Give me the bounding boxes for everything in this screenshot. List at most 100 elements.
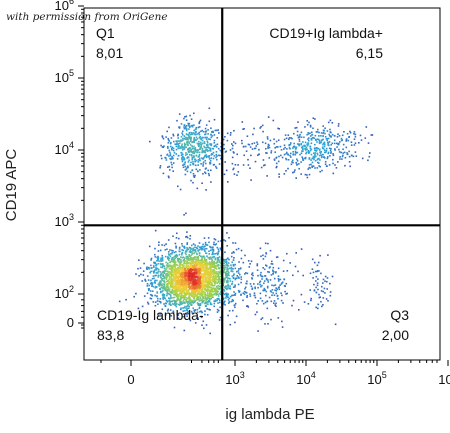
event-dot [297,136,300,139]
event-dot [192,282,194,285]
event-dot [354,142,357,144]
event-dot [208,258,211,260]
event-dot [200,315,202,318]
event-dot [219,282,222,284]
event-dot [280,149,283,151]
event-dot [310,163,312,166]
event-dot [208,156,210,158]
event-dot [311,165,313,167]
event-dot [210,292,213,295]
event-dot [206,136,208,139]
event-dot [204,243,207,246]
event-dot [183,158,186,161]
event-dot [157,250,160,252]
event-dot [235,315,238,318]
event-dot [213,255,215,258]
event-dot [168,140,170,142]
event-dot [202,286,205,289]
event-dot [260,126,262,128]
event-dot [156,300,159,302]
event-dot [210,266,212,269]
event-dot [162,287,164,290]
event-dot [217,264,220,267]
event-dot [231,275,234,277]
event-dot [223,239,225,241]
event-dot [193,309,195,311]
event-dot [195,149,197,152]
event-dot [233,304,236,307]
event-dot [204,159,207,162]
event-dot [194,146,197,149]
event-dot [194,160,196,163]
event-dot [179,301,181,304]
event-dot [200,279,202,282]
event-dot [273,277,276,280]
event-dot [223,293,226,296]
event-dot [322,129,325,132]
event-dot [240,249,243,252]
event-dot [167,239,170,241]
event-dot [348,161,351,163]
event-dot [186,297,189,300]
event-dot [163,271,165,274]
event-dot [184,260,187,262]
event-dot [216,287,219,290]
event-dot [168,277,171,280]
event-dot [153,272,155,274]
event-dot [193,129,195,132]
event-dot [197,277,200,280]
event-dot [207,294,209,297]
event-dot [206,290,209,292]
event-dot [208,290,211,292]
event-dot [197,261,200,263]
event-dot [196,133,198,135]
event-dot [320,132,323,134]
event-dot [209,275,211,278]
event-dot [163,265,166,267]
event-dot [204,151,206,154]
event-dot [169,283,172,286]
event-dot [232,259,235,261]
event-dot [228,267,231,270]
event-dot [249,295,252,297]
event-dot [217,302,219,304]
event-dot [205,296,207,299]
event-dot [191,270,193,272]
event-dot [194,322,197,324]
event-dot [342,154,344,157]
event-dot [176,272,178,274]
event-dot [178,284,181,286]
event-dot [167,271,169,273]
event-dot [326,157,329,160]
event-dot [187,311,189,314]
event-dot [247,164,250,166]
event-dot [215,165,217,168]
event-dot [211,295,214,298]
event-dot [183,144,186,147]
event-dot [334,148,336,150]
event-dot [203,280,205,283]
event-dot [206,294,208,296]
quadrant-q1-value: 8,01 [96,45,123,61]
event-dot [266,152,268,154]
event-dot [206,144,208,147]
event-dot [179,146,182,148]
event-dot [161,259,164,262]
event-dot [324,132,326,135]
x-tick-label-3: 105 [367,370,386,387]
event-dot [312,277,314,279]
event-dot [194,291,197,293]
event-dot [236,277,238,279]
event-dot [181,243,183,245]
event-dot [180,139,182,141]
event-dot [193,151,196,153]
event-dot [183,163,186,166]
event-dot [201,137,203,139]
event-dot [234,164,237,166]
event-dot [200,144,202,147]
event-dot [197,269,200,271]
event-dot [340,151,342,154]
event-dot [201,283,203,286]
event-dot [189,140,192,142]
event-dot [170,249,173,252]
